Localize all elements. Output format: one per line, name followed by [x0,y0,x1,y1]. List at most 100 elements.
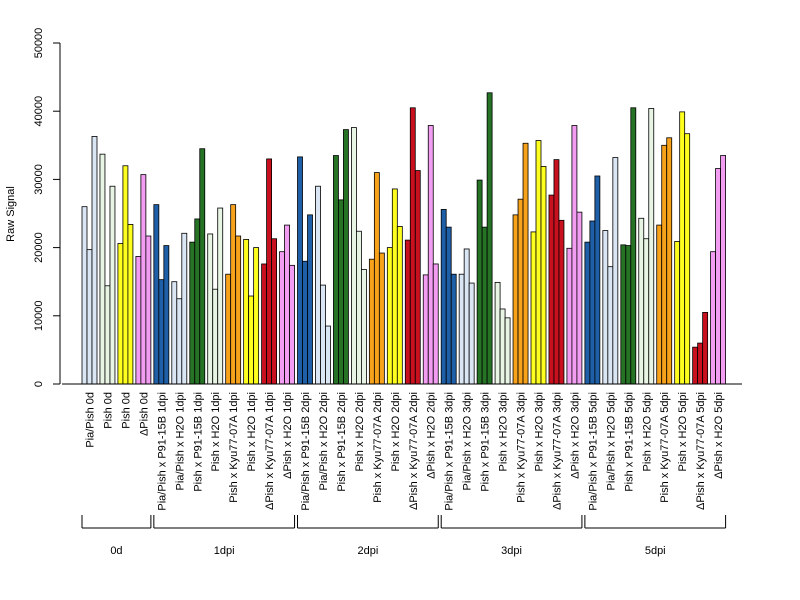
bar [189,241,196,385]
bar [373,172,380,385]
bar [140,174,147,385]
bar [194,218,201,385]
bar [548,194,555,385]
bar [117,243,124,385]
bar [715,168,721,385]
bar [158,279,165,385]
bar [307,214,313,385]
x-tick-label: ΔPish x H2O 5dpi [713,392,725,479]
bar [271,238,278,385]
y-tick-label: 0 [33,381,45,387]
group-brackets: 0d 1dpi 2dpi 3dpi 5dpi [81,515,727,557]
bar [396,226,403,385]
bar [535,140,542,385]
bar [674,241,681,385]
x-tick-label: Pia/Pish x H2O 1dpi [174,392,186,490]
bar [553,159,560,385]
bar [530,231,537,385]
bar [422,274,429,385]
bar [558,219,565,385]
bar [476,179,483,385]
x-tick-label: Pia/Pish x P91-15B 2dpi [300,392,312,511]
x-tick-label: ΔPish x Kyu77-07A 3dpi [551,392,563,510]
y-tick-label: 30000 [33,164,45,195]
y-axis-label: Raw Signal [5,186,17,242]
x-tick-label: ΔPish x Kyu77-07A 2dpi [408,392,420,510]
x-tick-label: Pia/Pish x H2O 2dpi [318,392,330,490]
bar [584,241,591,385]
bar [607,266,614,385]
bar [81,206,88,385]
bar [261,263,268,385]
x-tick-label: Pish x H2O 3dpi [534,392,546,471]
group-label: 2dpi [357,545,378,557]
bar [450,273,457,385]
x-tick-label: Pish x Kyu77-07A 3dpi [516,392,528,503]
group-label: 3dpi [501,545,522,557]
bar [440,209,447,385]
bars-layer [81,92,726,385]
bar [315,185,321,385]
bar [404,239,411,385]
bar [253,247,260,385]
bar [512,214,519,385]
bar [360,269,367,385]
x-tick-label: Pish x P91-15B 1dpi [192,392,204,492]
x-tick-label: ΔPish x H2O 3dpi [569,392,581,479]
bar [338,199,344,385]
bar [692,346,699,385]
bar [176,298,183,385]
bar [243,239,250,385]
bar [320,284,326,385]
group-label: 1dpi [214,545,235,557]
x-tick-label: Pia/Pish x P91-15B 1dpi [156,392,168,511]
bar [499,308,506,385]
bar [297,156,303,385]
x-tick-label: Pish x H2O 1dpi [246,392,258,471]
bar [302,260,308,385]
x-tick-label: Pish x P91-15B 2dpi [336,392,348,492]
bar [279,251,285,385]
bar [486,92,493,385]
group-label: 0d [110,545,122,557]
bar [217,207,224,385]
bar [284,224,290,385]
bar [684,133,691,385]
bar [235,235,242,385]
bar [325,325,331,385]
bar [576,211,583,385]
bar [163,245,170,385]
bar [199,148,206,385]
x-tick-label: Pish x Kyu77-07A 1dpi [228,392,240,503]
bar [99,153,106,385]
x-tick-label: Pish x P91-15B 5dpi [623,392,635,492]
bar [181,232,188,385]
x-tick-label: Pia/Pish x P91-15B 3dpi [444,392,456,511]
bar [135,256,142,385]
bar [656,224,663,385]
bar [333,155,339,385]
x-tick-label: ΔPish x H2O 2dpi [426,392,438,479]
bar [697,342,704,385]
bar [566,247,573,385]
bar [638,217,645,385]
bar [122,165,129,385]
bar [391,188,398,385]
x-tick-label: Pish x Kyu77-07A 5dpi [659,392,671,503]
x-tick-label: Pish x H2O 5dpi [677,392,689,471]
y-tick-label: 20000 [33,232,45,263]
x-tick-label: Pia/Pish x H2O 3dpi [462,392,474,490]
bar [494,281,501,385]
bar [661,144,668,385]
bar [212,288,219,385]
bar [343,129,349,385]
x-tick-label: ΔPish x Kyu77-07A 5dpi [695,392,707,510]
x-tick-label: Pish x H2O 3dpi [498,392,510,471]
bar [409,107,416,385]
bar [432,263,439,385]
bar [710,251,716,385]
bar [612,157,619,385]
bar [386,247,393,385]
bar [594,175,601,385]
bar [589,220,596,385]
